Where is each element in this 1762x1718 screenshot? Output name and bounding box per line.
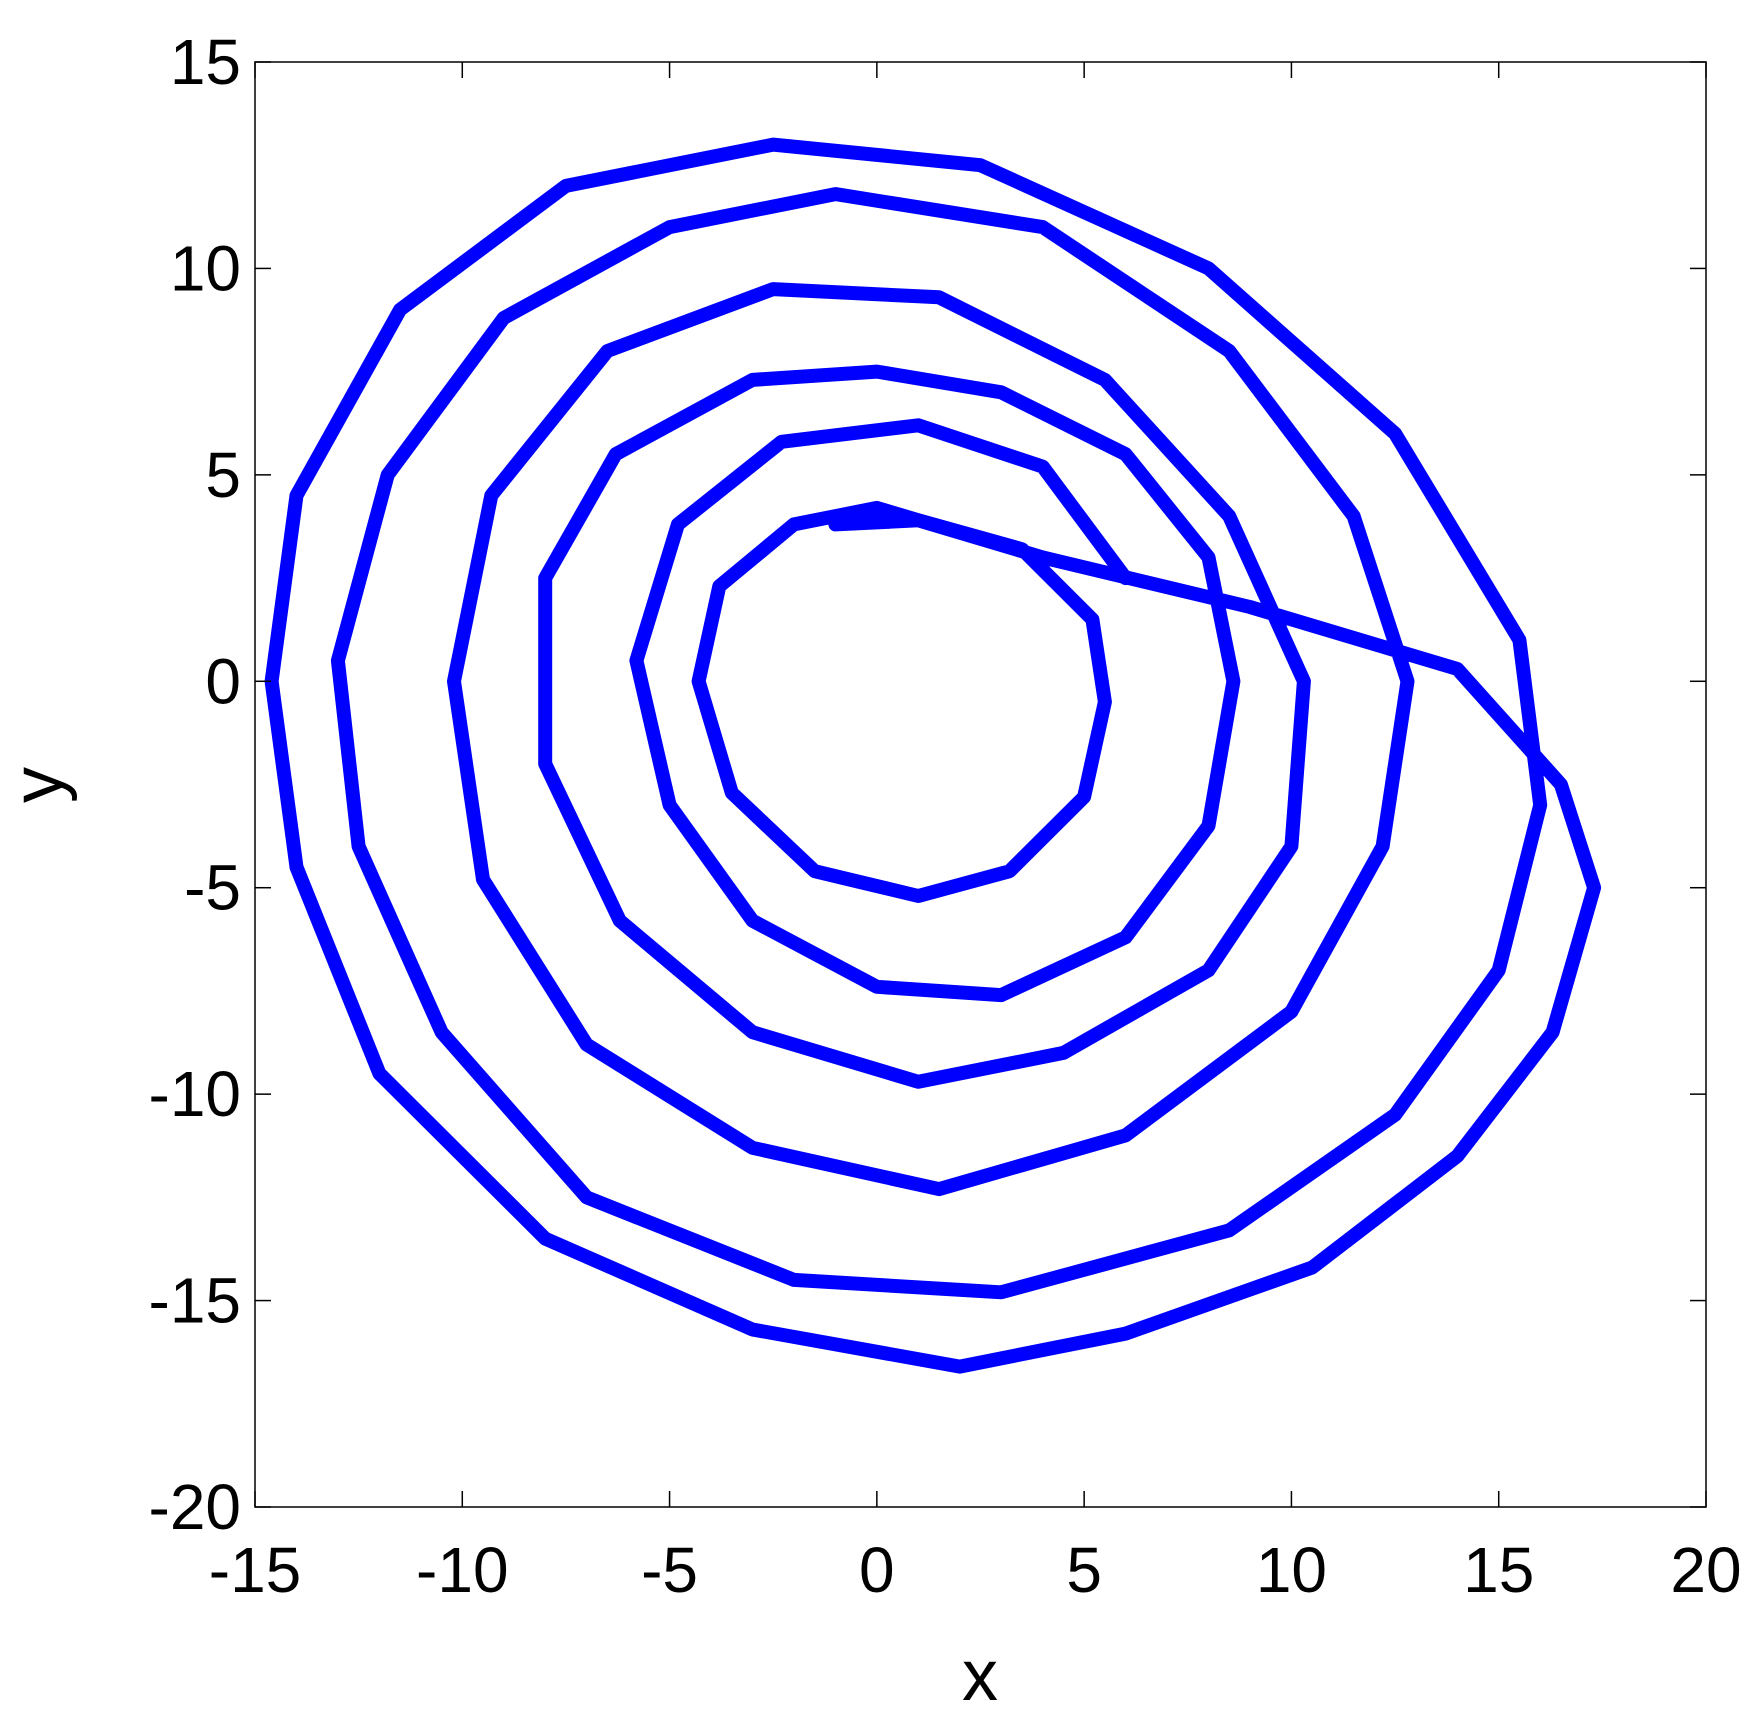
y-tick-label: 10 (170, 232, 241, 304)
y-tick-label: -15 (149, 1265, 242, 1337)
plot-frame (254, 61, 1707, 1508)
y-tick-label: -20 (149, 1471, 242, 1543)
x-tick-label: 5 (1066, 1534, 1102, 1606)
y-axis-label: y (0, 767, 78, 803)
x-tick-label: -5 (641, 1534, 698, 1606)
x-tick-label: 15 (1463, 1534, 1534, 1606)
y-tick-label: 0 (205, 645, 241, 717)
y-tick-label: 15 (170, 26, 241, 98)
x-tick-label: 10 (1256, 1534, 1327, 1606)
x-tick-label: -15 (209, 1534, 302, 1606)
x-tick-label: 20 (1670, 1534, 1741, 1606)
y-tick-label: 5 (205, 439, 241, 511)
y-tick-label: -10 (149, 1058, 242, 1130)
x-tick-label: 0 (859, 1534, 895, 1606)
x-tick-label: -10 (416, 1534, 509, 1606)
data-line (264, 137, 1602, 1374)
x-axis-label: x (962, 1636, 998, 1713)
y-tick-label: -5 (184, 852, 241, 924)
